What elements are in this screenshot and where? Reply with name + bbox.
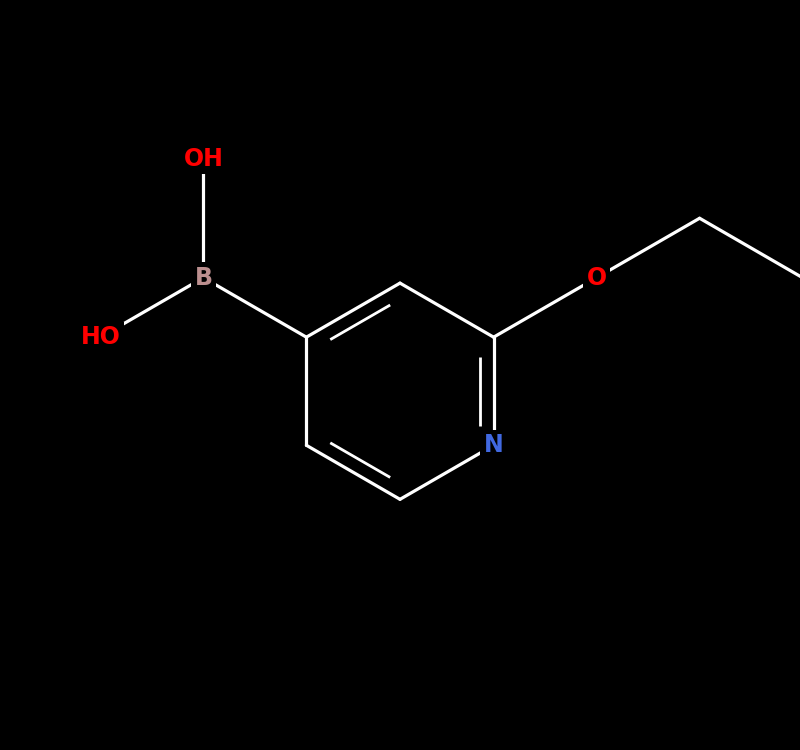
Text: O: O [586,266,606,290]
Text: B: B [194,266,212,290]
Text: N: N [484,433,503,457]
Text: OH: OH [183,147,223,171]
Text: HO: HO [81,326,120,350]
